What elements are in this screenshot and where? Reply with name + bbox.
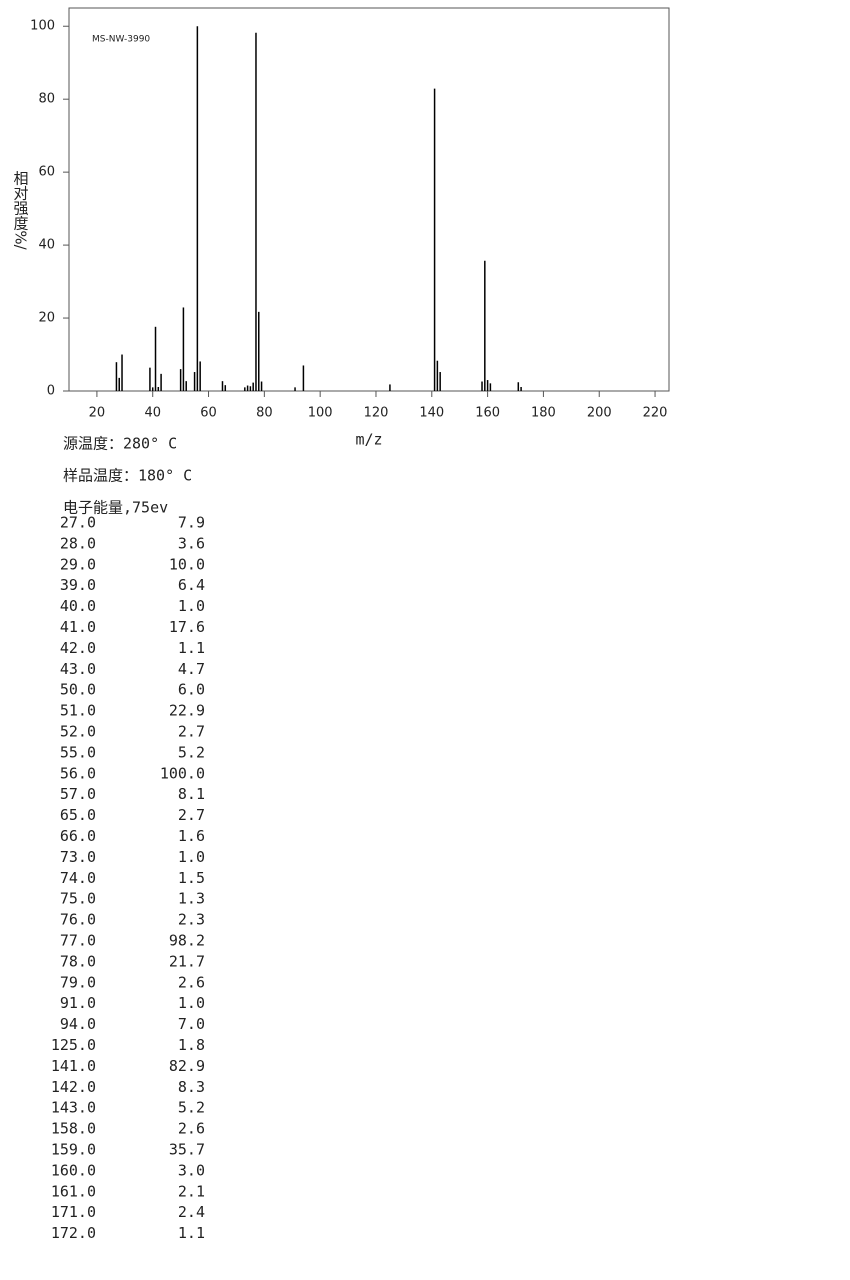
table-cell-mz: 73.0	[60, 848, 96, 866]
table-cell-intensity: 98.2	[169, 932, 205, 950]
table-cell-intensity: 3.0	[178, 1161, 205, 1179]
table-cell-intensity: 1.0	[178, 597, 205, 615]
table-cell-intensity: 2.7	[178, 723, 205, 741]
table-cell-mz: 78.0	[60, 952, 96, 970]
table-cell-intensity: 2.4	[178, 1203, 205, 1221]
table-cell-mz: 76.0	[60, 911, 96, 929]
table-cell-mz: 172.0	[51, 1224, 96, 1242]
x-tick-label: 80	[256, 406, 273, 421]
table-cell-mz: 141.0	[51, 1057, 96, 1075]
table-cell-intensity: 1.0	[178, 994, 205, 1012]
x-tick-label: 180	[531, 406, 556, 421]
table-cell-mz: 125.0	[51, 1036, 96, 1054]
table-cell-intensity: 1.1	[178, 1224, 205, 1242]
table-cell-mz: 91.0	[60, 994, 96, 1012]
y-tick-label: 40	[38, 238, 55, 253]
table-cell-intensity: 22.9	[169, 702, 205, 720]
table-cell-mz: 171.0	[51, 1203, 96, 1221]
table-cell-mz: 39.0	[60, 576, 96, 594]
table-cell-mz: 52.0	[60, 723, 96, 741]
info-line: 源温度：280° C	[63, 435, 177, 453]
table-cell-mz: 142.0	[51, 1078, 96, 1096]
table-cell-mz: 55.0	[60, 743, 96, 761]
table-cell-intensity: 5.2	[178, 1099, 205, 1117]
table-cell-intensity: 3.6	[178, 534, 205, 552]
table-cell-mz: 143.0	[51, 1099, 96, 1117]
y-tick-label: 80	[38, 92, 55, 107]
table-cell-mz: 40.0	[60, 597, 96, 615]
table-cell-intensity: 2.7	[178, 806, 205, 824]
x-tick-label: 120	[364, 406, 389, 421]
table-cell-intensity: 6.0	[178, 681, 205, 699]
table-cell-mz: 77.0	[60, 932, 96, 950]
table-cell-intensity: 2.1	[178, 1182, 205, 1200]
table-cell-intensity: 1.3	[178, 890, 205, 908]
table-cell-mz: 56.0	[60, 764, 96, 782]
x-tick-label: 200	[587, 406, 612, 421]
table-cell-mz: 159.0	[51, 1141, 96, 1159]
table-cell-mz: 41.0	[60, 618, 96, 636]
x-tick-label: 60	[200, 406, 217, 421]
y-axis-label: 相对强度%/	[12, 170, 30, 250]
table-cell-mz: 50.0	[60, 681, 96, 699]
y-tick-label: 60	[38, 165, 55, 180]
y-tick-label: 20	[38, 311, 55, 326]
x-tick-label: 220	[643, 406, 668, 421]
table-cell-intensity: 5.2	[178, 743, 205, 761]
table-cell-mz: 79.0	[60, 973, 96, 991]
table-cell-intensity: 7.0	[178, 1015, 205, 1033]
x-tick-label: 40	[144, 406, 161, 421]
x-tick-label: 20	[89, 406, 106, 421]
info-line: 样品温度：180° C	[63, 467, 192, 485]
table-cell-mz: 158.0	[51, 1120, 96, 1138]
table-cell-intensity: 1.6	[178, 827, 205, 845]
x-tick-label: 100	[308, 406, 333, 421]
table-cell-mz: 42.0	[60, 639, 96, 657]
x-tick-label: 160	[475, 406, 500, 421]
table-cell-intensity: 8.1	[178, 785, 205, 803]
table-cell-mz: 65.0	[60, 806, 96, 824]
table-cell-intensity: 1.0	[178, 848, 205, 866]
table-cell-intensity: 4.7	[178, 660, 205, 678]
table-cell-mz: 94.0	[60, 1015, 96, 1033]
table-cell-mz: 43.0	[60, 660, 96, 678]
table-cell-mz: 29.0	[60, 555, 96, 573]
annotation: MS-NW-3990	[92, 35, 150, 45]
y-tick-label: 0	[47, 384, 55, 399]
table-cell-intensity: 2.3	[178, 911, 205, 929]
table-cell-intensity: 8.3	[178, 1078, 205, 1096]
table-cell-intensity: 21.7	[169, 952, 205, 970]
table-cell-intensity: 1.1	[178, 639, 205, 657]
table-cell-intensity: 1.8	[178, 1036, 205, 1054]
info-line: 电子能量,75ev	[63, 499, 168, 517]
table-cell-intensity: 35.7	[169, 1141, 205, 1159]
plot-frame	[68, 7, 670, 392]
table-cell-intensity: 6.4	[178, 576, 205, 594]
table-cell-intensity: 1.5	[178, 869, 205, 887]
table-cell-intensity: 2.6	[178, 973, 205, 991]
x-axis-label: m/z	[355, 431, 382, 449]
y-tick-label: 100	[30, 19, 55, 34]
table-cell-mz: 28.0	[60, 534, 96, 552]
x-tick-label: 140	[419, 406, 444, 421]
table-cell-mz: 75.0	[60, 890, 96, 908]
table-cell-intensity: 2.6	[178, 1120, 205, 1138]
table-cell-mz: 161.0	[51, 1182, 96, 1200]
table-cell-mz: 160.0	[51, 1161, 96, 1179]
table-cell-intensity: 82.9	[169, 1057, 205, 1075]
table-cell-mz: 74.0	[60, 869, 96, 887]
table-cell-mz: 66.0	[60, 827, 96, 845]
table-cell-mz: 57.0	[60, 785, 96, 803]
table-cell-intensity: 10.0	[169, 555, 205, 573]
table-cell-mz: 51.0	[60, 702, 96, 720]
table-cell-intensity: 17.6	[169, 618, 205, 636]
table-cell-intensity: 7.9	[178, 514, 205, 532]
table-cell-mz: 27.0	[60, 514, 96, 532]
table-cell-intensity: 100.0	[160, 764, 205, 782]
